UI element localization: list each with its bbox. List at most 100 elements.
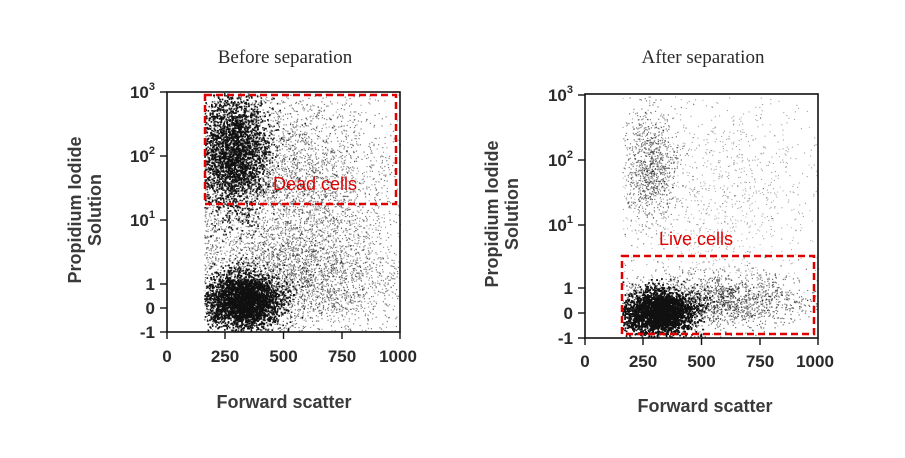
- scatter-point: [219, 306, 222, 308]
- scatter-point: [235, 318, 238, 321]
- scatter-point: [205, 299, 208, 301]
- scatter-point: [224, 292, 227, 294]
- scatter-point: [248, 274, 250, 277]
- scatter-point: [248, 303, 251, 305]
- scatter-point: [235, 316, 238, 318]
- scatter-point: [267, 328, 270, 331]
- scatter-point: [273, 316, 276, 319]
- scatter-point: [236, 286, 239, 289]
- scatter-point: [251, 327, 254, 329]
- scatter-point: [229, 306, 232, 308]
- scatter-point: [213, 287, 215, 289]
- scatter-point: [243, 316, 245, 319]
- scatter-point: [229, 312, 231, 315]
- scatter-point: [229, 326, 231, 329]
- scatter-point: [228, 317, 231, 320]
- scatter-point: [259, 311, 262, 314]
- scatter-point: [234, 321, 236, 324]
- scatter-point: [236, 303, 239, 306]
- scatter-point: [223, 292, 226, 294]
- scatter-point: [259, 304, 262, 306]
- scatter-point: [247, 282, 249, 285]
- scatter-point: [247, 325, 250, 327]
- scatter-point: [285, 297, 288, 299]
- scatter-point: [290, 311, 293, 314]
- scatter-point: [244, 317, 247, 320]
- scatter-point: [278, 278, 281, 280]
- scatter-point: [209, 283, 211, 285]
- scatter-point: [258, 311, 261, 313]
- scatter-point: [262, 327, 265, 329]
- scatter-point: [225, 287, 228, 290]
- scatter-point: [254, 304, 256, 307]
- scatter-point: [247, 310, 249, 313]
- scatter-point: [248, 290, 251, 293]
- scatter-point: [252, 321, 254, 323]
- scatter-point: [282, 312, 284, 315]
- scatter-point: [259, 281, 261, 283]
- scatter-point: [220, 326, 223, 328]
- scatter-point: [236, 321, 239, 324]
- scatter-point: [229, 280, 231, 283]
- scatter-point: [251, 281, 254, 283]
- scatter-point: [247, 290, 249, 293]
- scatter-point: [226, 308, 229, 311]
- scatter-point: [252, 322, 255, 325]
- scatter-point: [225, 283, 227, 286]
- scatter-point: [280, 305, 283, 308]
- scatter-point: [226, 273, 228, 276]
- scatter-point: [245, 292, 247, 294]
- scatter-point: [224, 325, 226, 327]
- scatter-point: [251, 299, 253, 301]
- scatter-point: [253, 322, 256, 324]
- scatter-point: [218, 286, 221, 288]
- scatter-point: [258, 301, 260, 304]
- scatter-point: [210, 305, 212, 307]
- scatter-point: [273, 277, 275, 279]
- scatter-point: [261, 276, 264, 278]
- scatter-point: [218, 322, 220, 324]
- scatter-point: [228, 306, 230, 309]
- scatter-point: [228, 290, 230, 292]
- scatter-point: [264, 289, 267, 291]
- scatter-point: [212, 291, 215, 294]
- scatter-point: [254, 284, 256, 286]
- scatter-point: [287, 302, 290, 305]
- scatter-point: [231, 261, 234, 264]
- scatter-point: [253, 285, 255, 287]
- scatter-point: [256, 320, 259, 322]
- scatter-point: [231, 314, 234, 316]
- scatter-point: [261, 289, 264, 291]
- scatter-point: [241, 328, 244, 330]
- scatter-point: [218, 305, 221, 308]
- scatter-point: [280, 311, 283, 314]
- scatter-point: [269, 302, 271, 305]
- scatter-point: [242, 329, 245, 332]
- scatter-point: [232, 329, 234, 332]
- scatter-point: [276, 323, 279, 325]
- scatter-point: [268, 280, 270, 282]
- scatter-point: [240, 326, 242, 329]
- scatter-point: [222, 296, 224, 298]
- scatter-point: [238, 295, 241, 298]
- scatter-point: [250, 272, 252, 275]
- scatter-point: [237, 320, 240, 323]
- scatter-point: [255, 324, 258, 327]
- scatter-point: [269, 323, 272, 326]
- scatter-point: [236, 270, 238, 273]
- scatter-point: [249, 316, 251, 319]
- scatter-point: [218, 283, 220, 286]
- scatter-point: [248, 327, 250, 330]
- scatter-point: [241, 317, 244, 319]
- scatter-point: [204, 302, 206, 305]
- scatter-point: [221, 302, 224, 305]
- scatter-point: [223, 320, 226, 322]
- scatter-point: [254, 309, 256, 311]
- scatter-point: [238, 271, 240, 273]
- scatter-point: [219, 320, 222, 323]
- scatter-point: [253, 262, 255, 265]
- scatter-point: [241, 281, 244, 284]
- scatter-point: [253, 318, 255, 321]
- scatter-point: [268, 289, 271, 291]
- scatter-point: [235, 317, 237, 320]
